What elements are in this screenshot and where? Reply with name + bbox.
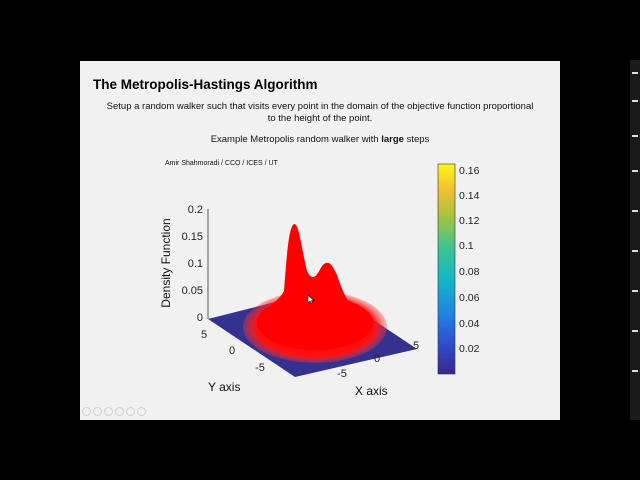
description-line-1: Setup a random walker such that visits e… bbox=[106, 101, 534, 112]
y-ticks: 5 0 -5 bbox=[201, 329, 265, 374]
x-tick-label: -5 bbox=[337, 368, 347, 380]
colorbar-tick-label: 0.08 bbox=[459, 266, 480, 278]
colorbar bbox=[437, 163, 456, 375]
z-tick-label: 0.2 bbox=[188, 204, 203, 216]
colorbar-tick-label: 0.06 bbox=[459, 292, 480, 304]
density-surface bbox=[256, 223, 366, 344]
slide-description: Setup a random walker such that visits e… bbox=[80, 101, 560, 125]
colorbar-tick-label: 0.02 bbox=[459, 343, 480, 355]
z-ticks: 0.2 0.15 0.1 0.05 0 bbox=[182, 204, 203, 324]
more-icon[interactable] bbox=[137, 407, 146, 416]
slides-icon[interactable] bbox=[115, 407, 124, 416]
prev-slide-icon[interactable] bbox=[82, 407, 91, 416]
colorbar-tick-label: 0.12 bbox=[459, 215, 480, 227]
x-tick-label: 5 bbox=[413, 340, 419, 352]
example-suffix: steps bbox=[403, 134, 430, 145]
slide-controls[interactable] bbox=[82, 407, 146, 416]
colorbar-tick-label: 0.14 bbox=[459, 190, 480, 202]
colorbar-ticks: 0.16 0.14 0.12 0.1 0.08 0.06 0.04 0.02 bbox=[459, 165, 480, 355]
example-bold: large bbox=[381, 134, 404, 145]
description-line-2: to the height of the point. bbox=[267, 113, 373, 124]
window-edge bbox=[630, 60, 640, 420]
x-ticks: -5 0 5 bbox=[337, 340, 419, 380]
example-caption: Example Metropolis random walker with la… bbox=[80, 134, 560, 145]
density-surface-plot: 0.2 0.15 0.1 0.05 0 Density Function 5 0… bbox=[159, 163, 480, 398]
example-prefix: Example Metropolis random walker with bbox=[210, 134, 382, 145]
colorbar-tick-label: 0.1 bbox=[459, 240, 474, 252]
x-tick-label: 0 bbox=[374, 353, 380, 365]
presentation-slide: The Metropolis-Hastings Algorithm Setup … bbox=[80, 61, 560, 420]
y-tick-label: 0 bbox=[229, 345, 235, 357]
mouse-cursor-icon bbox=[308, 295, 315, 305]
y-tick-label: -5 bbox=[255, 362, 265, 374]
slide-title: The Metropolis-Hastings Algorithm bbox=[93, 77, 318, 92]
next-slide-icon[interactable] bbox=[93, 407, 102, 416]
author-credit: Amir Shahmoradi / CCO / ICES / UT bbox=[165, 160, 278, 167]
colorbar-tick-label: 0.16 bbox=[459, 165, 480, 177]
y-tick-label: 5 bbox=[201, 329, 207, 341]
zoom-icon[interactable] bbox=[126, 407, 135, 416]
z-tick-label: 0.1 bbox=[188, 258, 203, 270]
pen-icon[interactable] bbox=[104, 407, 113, 416]
x-axis-label: X axis bbox=[355, 384, 388, 398]
z-tick-label: 0.05 bbox=[182, 285, 203, 297]
z-tick-label: 0 bbox=[197, 312, 203, 324]
z-axis-label: Density Function bbox=[159, 218, 173, 307]
colorbar-tick-label: 0.04 bbox=[459, 318, 480, 330]
y-axis-label: Y axis bbox=[208, 380, 240, 394]
z-tick-label: 0.15 bbox=[182, 231, 203, 243]
